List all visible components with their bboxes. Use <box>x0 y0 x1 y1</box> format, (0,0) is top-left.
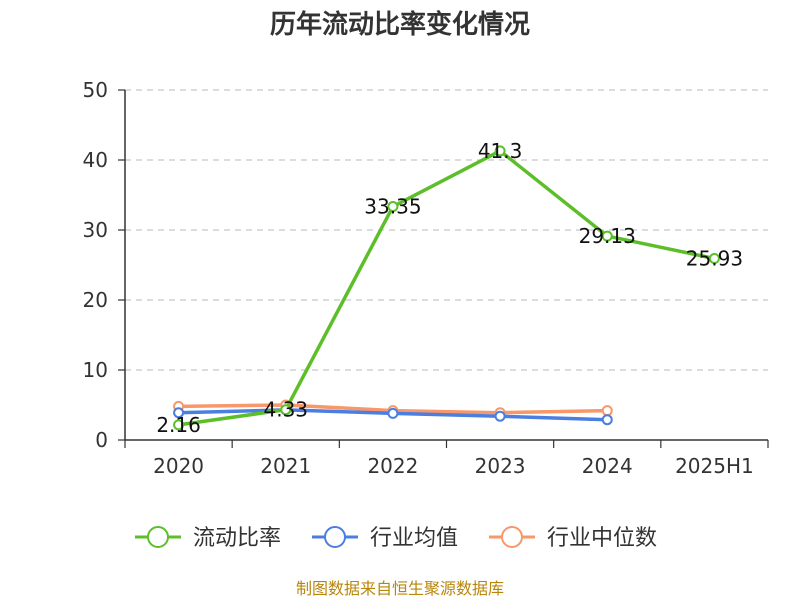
y-tick-label: 40 <box>83 148 108 172</box>
x-tick-label: 2020 <box>153 454 204 478</box>
chart-title: 历年流动比率变化情况 <box>270 9 530 40</box>
data-label: 41.3 <box>478 139 523 163</box>
source-note: 制图数据来自恒生聚源数据库 <box>296 579 504 598</box>
legend[interactable]: 流动比率 行业均值 行业中位数 <box>135 526 657 551</box>
legend-label: 行业中位数 <box>547 526 657 551</box>
legend-item[interactable]: 行业中位数 <box>489 526 657 551</box>
y-tick-label: 0 <box>95 428 108 452</box>
data-point[interactable] <box>494 145 506 157</box>
y-tick-label: 20 <box>83 288 108 312</box>
data-point[interactable] <box>387 407 399 419</box>
data-point[interactable] <box>280 404 292 416</box>
legend-label: 流动比率 <box>193 526 281 551</box>
data-point[interactable] <box>601 414 613 426</box>
data-label: 4.33 <box>263 398 308 422</box>
series-line <box>178 149 715 427</box>
data-point[interactable] <box>601 230 613 242</box>
y-tick-label: 50 <box>83 78 108 102</box>
data-label: 2.16 <box>156 413 201 437</box>
x-tick-label: 2025H1 <box>675 454 754 478</box>
y-tick-label: 30 <box>83 218 108 242</box>
legend-item[interactable]: 流动比率 <box>135 526 281 551</box>
data-point[interactable] <box>173 407 185 419</box>
x-tick-label: 2021 <box>260 454 311 478</box>
grid <box>125 89 768 371</box>
series-lines <box>173 145 720 431</box>
data-point[interactable] <box>494 410 506 422</box>
data-label: 29.13 <box>579 224 636 248</box>
x-tick-label: 2024 <box>582 454 633 478</box>
x-tick-label: 2023 <box>475 454 526 478</box>
legend-marker <box>147 526 169 548</box>
y-tick-label: 10 <box>83 358 108 382</box>
x-tick-label: 2022 <box>367 454 418 478</box>
legend-item[interactable]: 行业均值 <box>312 526 458 551</box>
data-point[interactable] <box>173 419 185 431</box>
data-point[interactable] <box>708 252 720 264</box>
data-point[interactable] <box>601 405 613 417</box>
data-label: 33.35 <box>364 195 421 219</box>
legend-label: 行业均值 <box>370 526 458 551</box>
legend-marker <box>501 526 523 548</box>
axes: 0 10 20 30 40 50 2020 2021 2022 2023 2024 2025H1 <box>83 78 769 478</box>
legend-marker <box>324 526 346 548</box>
data-point[interactable] <box>387 201 399 213</box>
data-labels: 2.16 4.33 33.35 41.3 29.13 25.93 <box>156 139 743 437</box>
data-label: 25.93 <box>686 246 743 270</box>
